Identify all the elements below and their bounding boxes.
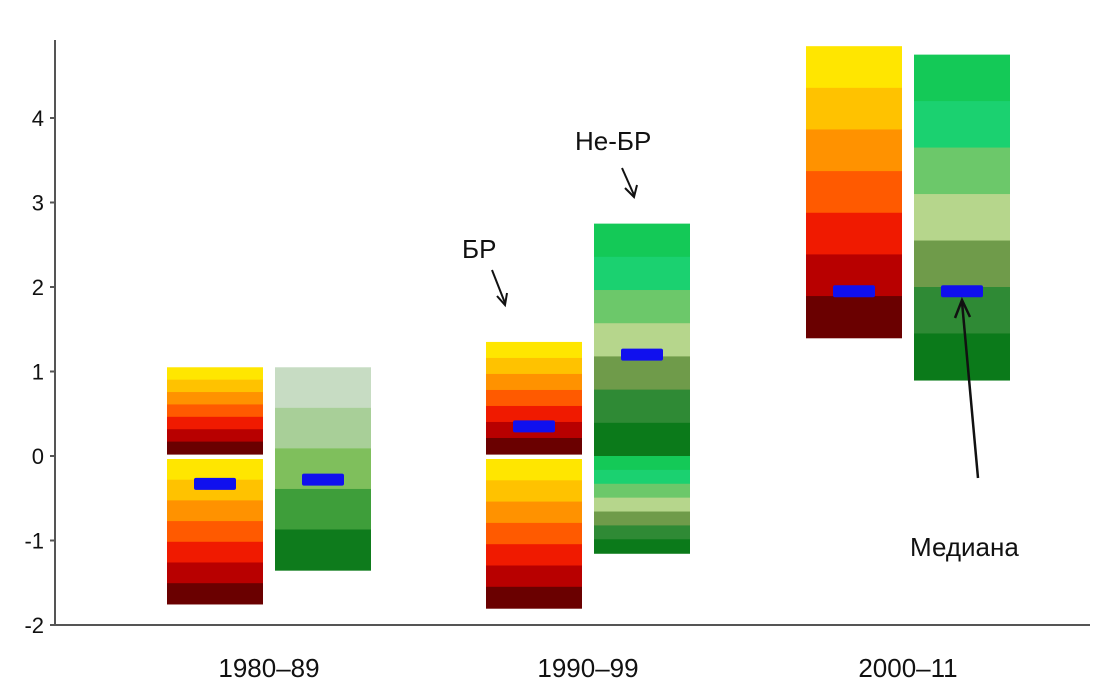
bar-s0-g0-upper-stripe-5 [167, 429, 263, 443]
bar-s0-g0-lower-stripe-1 [167, 479, 263, 501]
bar-s1-g2-stripe-3 [914, 194, 1010, 242]
bar-s1-g1-upper-stripe-2 [594, 290, 690, 324]
bar-s1-g1-upper-stripe-6 [594, 422, 690, 457]
median-s0-g1 [513, 420, 555, 433]
bar-s1-g1-upper-stripe-1 [594, 256, 690, 291]
y-axis [54, 40, 1090, 626]
bar-s1-g1-lower-stripe-2 [594, 483, 690, 499]
annotation-median-arrow [960, 301, 980, 479]
y-tick-label-4: 2 [32, 275, 44, 300]
bar-s1-g2-stripe-4 [914, 240, 1010, 288]
bar-s0-g1-upper-stripe-6 [486, 437, 582, 455]
category-labels: 1980–89 1990–99 2000–11 [218, 653, 957, 683]
bar-s0-g1-upper-stripe-4 [486, 405, 582, 423]
y-tick-label-5: 3 [32, 191, 44, 216]
bar-s0-g1-lower-stripe-1 [486, 480, 582, 503]
bar-s1-g1-upper-stripe-5 [594, 389, 690, 424]
bar-s0-g0-upper-stripe-6 [167, 441, 263, 455]
bar-s0-g1-lower-stripe-2 [486, 501, 582, 524]
bar-s1-g1-lower-stripe-0 [594, 456, 690, 471]
category-label-0: 1980–89 [218, 653, 319, 683]
bar-s0-g2-stripe-2 [806, 129, 902, 172]
bar-s0-g1-upper-stripe-1 [486, 357, 582, 375]
bar-s0-g2-stripe-3 [806, 171, 902, 214]
bar-s1-g1-lower-stripe-6 [594, 539, 690, 554]
bar-s0-g0-lower-stripe-2 [167, 500, 263, 522]
bar-s0-g0-upper-stripe-1 [167, 379, 263, 393]
bar-s0-g1-upper-stripe-0 [486, 341, 582, 359]
bar-s1-g2-stripe-0 [914, 54, 1010, 102]
bar-s0-g2-stripe-6 [806, 296, 902, 339]
annotation-non-br-label: Не-БР [575, 126, 651, 156]
bar-s1-g1-upper-stripe-4 [594, 356, 690, 391]
bar-s1-g2-stripe-6 [914, 333, 1010, 381]
bar-s0-g1-lower-stripe-5 [486, 565, 582, 588]
bar-s1-g1-upper-stripe-0 [594, 223, 690, 258]
bar-s1-g1-lower-stripe-1 [594, 469, 690, 485]
median-s1-g1 [621, 348, 663, 361]
bar-s0-g1-upper-stripe-2 [486, 373, 582, 391]
bar-s0-g2-stripe-1 [806, 87, 902, 131]
bar-s1-g1-lower-stripe-4 [594, 511, 690, 527]
medians-layer [194, 285, 983, 490]
bar-s1-g2-stripe-2 [914, 147, 1010, 195]
bar-s0-g0-upper-stripe-2 [167, 392, 263, 406]
median-s1-g0 [302, 473, 344, 486]
bar-s1-g0-stripe-1 [275, 407, 371, 449]
annotation-br-arrowhead [496, 292, 508, 308]
bar-s0-g0-upper-stripe-3 [167, 404, 263, 418]
annotation-median: Медиана [910, 296, 1019, 562]
bar-s0-g1-lower-stripe-0 [486, 459, 582, 481]
bar-s0-g1-lower-stripe-4 [486, 544, 582, 567]
annotation-br: БР [462, 234, 508, 308]
annotation-non-br-arrowhead [624, 184, 638, 199]
median-s1-g2 [941, 285, 983, 298]
bar-s0-g0-lower-stripe-6 [167, 583, 263, 605]
bar-s0-g0-lower-stripe-4 [167, 541, 263, 564]
bar-s0-g1-lower-stripe-3 [486, 522, 582, 545]
annotation-non-br: Не-БР [575, 126, 651, 199]
bar-s1-g0-stripe-0 [275, 367, 371, 409]
bar-s0-g2-stripe-4 [806, 212, 902, 256]
bar-s1-g1-lower-stripe-3 [594, 497, 690, 513]
bar-s1-g2-stripe-1 [914, 101, 1010, 149]
y-tick-label-3: 1 [32, 360, 44, 385]
bar-s0-g0-upper-stripe-4 [167, 416, 263, 430]
bars-layer [167, 46, 1010, 609]
bar-s0-g0-upper-stripe-0 [167, 367, 263, 381]
bar-s0-g1-upper-stripe-3 [486, 389, 582, 407]
bar-s0-g1-lower-stripe-6 [486, 586, 582, 609]
y-tick-label-6: 4 [32, 106, 44, 131]
bar-s1-g1-lower-stripe-5 [594, 525, 690, 540]
annotation-br-arrow [491, 269, 506, 304]
annotation-br-label: БР [462, 234, 496, 264]
annotation-median-arrowhead [953, 296, 972, 319]
bar-s1-g0-stripe-4 [275, 529, 371, 571]
category-label-2: 2000–11 [858, 653, 957, 683]
y-tick-label-0: -2 [24, 613, 44, 638]
annotation-non-br-arrow [621, 167, 635, 196]
bar-s0-g0-lower-stripe-0 [167, 459, 263, 481]
median-s0-g0 [194, 477, 236, 490]
bar-s0-g0-lower-stripe-3 [167, 521, 263, 543]
median-s0-g2 [833, 285, 875, 298]
bar-s0-g2-stripe-0 [806, 46, 902, 89]
y-tick-label-2: 0 [32, 444, 44, 469]
y-ticks: -2 -1 0 1 2 3 4 [24, 106, 55, 638]
bar-s0-g0-lower-stripe-5 [167, 562, 263, 584]
y-tick-label-1: -1 [24, 529, 44, 554]
bar-s1-g0-stripe-3 [275, 488, 371, 531]
category-label-1: 1990–99 [537, 653, 638, 683]
annotation-median-label: Медиана [910, 532, 1019, 562]
